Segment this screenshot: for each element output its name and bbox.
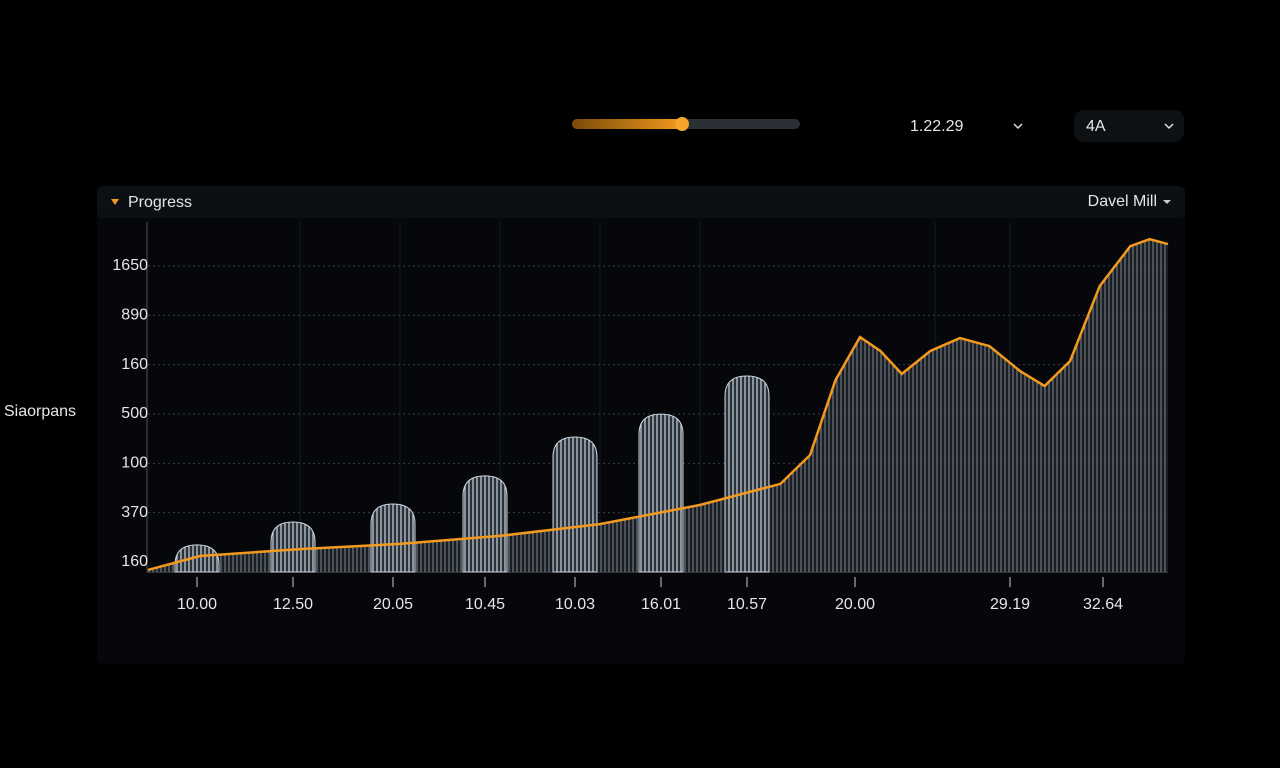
chevron xyxy=(1163,200,1171,204)
series-selector[interactable]: Davel Mill xyxy=(1088,193,1157,210)
time-value: 1.22.29 xyxy=(910,118,963,135)
time-dropdown[interactable] xyxy=(890,110,1040,142)
y-tick-label: 1650 xyxy=(112,257,148,274)
x-tick-label: 29.19 xyxy=(990,596,1030,613)
y-tick-label: 370 xyxy=(121,504,148,521)
x-tick-label: 10.45 xyxy=(465,596,505,613)
y-tick-label: 160 xyxy=(121,356,148,373)
x-tick-label: 10.00 xyxy=(177,596,217,613)
bar xyxy=(552,436,598,573)
bar xyxy=(270,521,316,573)
mode-dropdown[interactable] xyxy=(1074,110,1184,142)
slider-fill xyxy=(572,119,684,129)
bar xyxy=(174,544,220,573)
y-tick-label: 160 xyxy=(121,553,148,570)
collapse-icon[interactable] xyxy=(111,199,119,205)
x-tick-label: 10.03 xyxy=(555,596,595,613)
panel-header xyxy=(97,186,1185,218)
x-tick-label: 32.64 xyxy=(1083,596,1123,613)
chart-title: Progress xyxy=(128,194,192,211)
x-tick-label: 20.05 xyxy=(373,596,413,613)
slider-knob[interactable] xyxy=(675,117,689,131)
x-tick-label: 10.57 xyxy=(727,596,767,613)
bar xyxy=(370,503,416,573)
chevron xyxy=(1013,123,1023,130)
line xyxy=(147,237,1169,572)
bar xyxy=(724,375,770,573)
x-tick-label: 20.00 xyxy=(835,596,875,613)
y-tick-label: 890 xyxy=(121,307,148,324)
bar xyxy=(462,475,508,573)
x-tick-label: 16.01 xyxy=(641,596,681,613)
area xyxy=(148,239,1168,572)
y-axis-label: Siaorpans xyxy=(4,403,76,420)
bar xyxy=(638,413,684,573)
chevron xyxy=(1164,123,1174,130)
y-tick-label: 500 xyxy=(121,405,148,422)
y-tick-label: 100 xyxy=(121,455,148,472)
x-tick-label: 12.50 xyxy=(273,596,313,613)
mode-value: 4A xyxy=(1086,118,1106,135)
